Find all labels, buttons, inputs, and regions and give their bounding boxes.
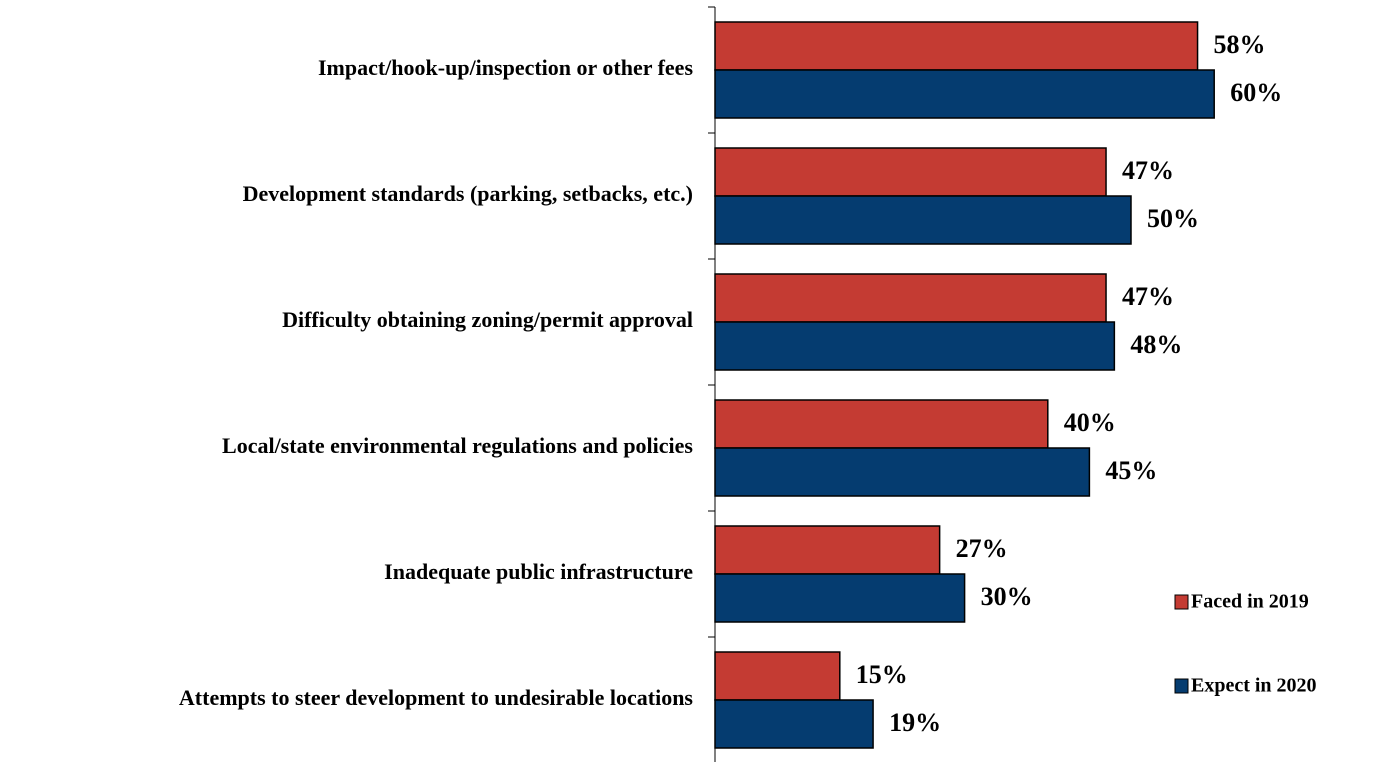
value-label: 50% (1147, 204, 1199, 233)
legend-label: Expect in 2020 (1191, 675, 1317, 697)
bar (714, 447, 1091, 497)
value-label: 30% (981, 582, 1033, 611)
bar (714, 69, 1215, 119)
category-label: Development standards (parking, setbacks… (243, 181, 693, 206)
value-label: 58% (1214, 30, 1266, 59)
value-label: 60% (1230, 78, 1282, 107)
category-label: Inadequate public infrastructure (384, 559, 693, 584)
bar (714, 399, 1049, 449)
category-label: Difficulty obtaining zoning/permit appro… (282, 307, 693, 332)
bar (714, 273, 1107, 323)
value-label: 47% (1122, 282, 1174, 311)
legend-label: Faced in 2019 (1191, 591, 1309, 613)
bar (714, 651, 841, 701)
category-label: Local/state environmental regulations an… (222, 433, 693, 458)
bar (714, 573, 966, 623)
value-label: 15% (856, 660, 908, 689)
legend-swatch (1174, 678, 1189, 694)
value-label: 27% (956, 534, 1008, 563)
value-label: 48% (1130, 330, 1182, 359)
value-label: 19% (889, 708, 941, 737)
bar (714, 147, 1107, 197)
bar (714, 525, 941, 575)
bar (714, 195, 1132, 245)
value-label: 40% (1064, 408, 1116, 437)
category-label: Attempts to steer development to undesir… (179, 685, 694, 710)
value-label: 47% (1122, 156, 1174, 185)
bar (714, 699, 874, 749)
value-label: 45% (1105, 456, 1157, 485)
bar (714, 321, 1116, 371)
legend-swatch (1174, 594, 1189, 610)
category-label: Impact/hook-up/inspection or other fees (318, 55, 693, 80)
bar (714, 21, 1199, 71)
